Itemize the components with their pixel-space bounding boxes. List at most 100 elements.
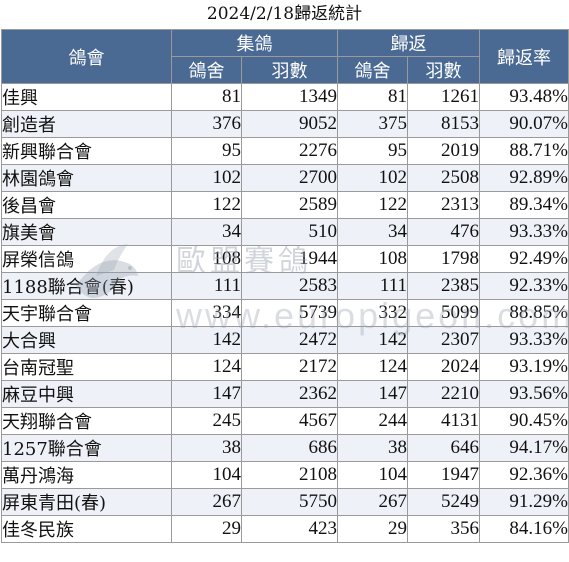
collected-lofts-cell: 142 xyxy=(171,326,242,354)
returned-birds-cell: 5099 xyxy=(407,299,480,327)
returned-lofts-cell: 95 xyxy=(337,137,408,165)
table-row: 台南冠聖 124 2172 124 2024 93.19% xyxy=(1,353,569,381)
collected-birds-cell: 2276 xyxy=(241,137,338,165)
collected-lofts-cell: 104 xyxy=(171,461,242,489)
returned-lofts-cell: 375 xyxy=(337,110,408,138)
collected-lofts-cell: 147 xyxy=(171,380,242,408)
club-name-cell: 天翔聯合會 xyxy=(1,407,172,435)
table-row: 麻豆中興 147 2362 147 2210 93.56% xyxy=(1,380,569,408)
returned-lofts-cell: 124 xyxy=(337,353,408,381)
return-rate-cell: 84.16% xyxy=(479,515,569,543)
collected-lofts-cell: 376 xyxy=(171,110,242,138)
returned-birds-cell: 356 xyxy=(407,515,480,543)
returned-lofts-cell: 332 xyxy=(337,299,408,327)
table-row: 天宇聯合會 334 5739 332 5099 88.85% xyxy=(1,299,569,327)
table-row: 萬丹鴻海 104 2108 104 1947 92.36% xyxy=(1,461,569,489)
return-rate-cell: 92.33% xyxy=(479,272,569,300)
club-name-cell: 萬丹鴻海 xyxy=(1,461,172,489)
returned-birds-cell: 2313 xyxy=(407,191,480,219)
club-name-cell: 佳冬民族 xyxy=(1,515,172,543)
returned-birds-cell: 8153 xyxy=(407,110,480,138)
return-rate-cell: 93.33% xyxy=(479,218,569,246)
club-name-cell: 1188聯合會(春) xyxy=(1,272,172,300)
header-returned: 歸返 xyxy=(337,29,480,57)
table-row: 佳興 81 1349 81 1261 93.48% xyxy=(1,83,569,111)
table-row: 大合興 142 2472 142 2307 93.33% xyxy=(1,326,569,354)
returned-birds-cell: 2210 xyxy=(407,380,480,408)
collected-lofts-cell: 111 xyxy=(171,272,242,300)
collected-lofts-cell: 81 xyxy=(171,83,242,111)
club-name-cell: 大合興 xyxy=(1,326,172,354)
table-row: 天翔聯合會 245 4567 244 4131 90.45% xyxy=(1,407,569,435)
table-row: 創造者 376 9052 375 8153 90.07% xyxy=(1,110,569,138)
club-name-cell: 後昌會 xyxy=(1,191,172,219)
club-name-cell: 屏東青田(春) xyxy=(1,488,172,516)
returned-lofts-cell: 111 xyxy=(337,272,408,300)
collected-lofts-cell: 38 xyxy=(171,434,242,462)
table-row: 屏榮信鴿 108 1944 108 1798 92.49% xyxy=(1,245,569,273)
return-rate-cell: 92.36% xyxy=(479,461,569,489)
returned-lofts-cell: 244 xyxy=(337,407,408,435)
returned-lofts-cell: 267 xyxy=(337,488,408,516)
returned-lofts-cell: 34 xyxy=(337,218,408,246)
returned-lofts-cell: 104 xyxy=(337,461,408,489)
collected-birds-cell: 423 xyxy=(241,515,338,543)
collected-birds-cell: 686 xyxy=(241,434,338,462)
returned-lofts-cell: 122 xyxy=(337,191,408,219)
returned-birds-cell: 646 xyxy=(407,434,480,462)
return-rate-cell: 91.29% xyxy=(479,488,569,516)
header-returned-lofts: 鴿舍 xyxy=(337,56,408,84)
collected-birds-cell: 2172 xyxy=(241,353,338,381)
club-name-cell: 旗美會 xyxy=(1,218,172,246)
table-row: 新興聯合會 95 2276 95 2019 88.71% xyxy=(1,137,569,165)
collected-birds-cell: 5750 xyxy=(241,488,338,516)
table-body: 佳興 81 1349 81 1261 93.48% 創造者 376 9052 375 8153 90.… xyxy=(1,83,569,543)
table-row: 旗美會 34 510 34 476 93.33% xyxy=(1,218,569,246)
return-rate-cell: 88.71% xyxy=(479,137,569,165)
return-rate-cell: 90.07% xyxy=(479,110,569,138)
collected-lofts-cell: 267 xyxy=(171,488,242,516)
return-rate-cell: 92.89% xyxy=(479,164,569,192)
collected-lofts-cell: 29 xyxy=(171,515,242,543)
returned-birds-cell: 1261 xyxy=(407,83,480,111)
collected-birds-cell: 2589 xyxy=(241,191,338,219)
table-row: 後昌會 122 2589 122 2313 89.34% xyxy=(1,191,569,219)
returned-birds-cell: 2024 xyxy=(407,353,480,381)
table-row: 屏東青田(春) 267 5750 267 5249 91.29% xyxy=(1,488,569,516)
club-name-cell: 麻豆中興 xyxy=(1,380,172,408)
header-club: 鴿會 xyxy=(1,29,172,84)
header-collected: 集鴿 xyxy=(171,29,338,57)
return-rate-cell: 90.45% xyxy=(479,407,569,435)
returned-birds-cell: 5249 xyxy=(407,488,480,516)
club-name-cell: 天宇聯合會 xyxy=(1,299,172,327)
club-name-cell: 1257聯合會 xyxy=(1,434,172,462)
collected-lofts-cell: 245 xyxy=(171,407,242,435)
return-rate-cell: 88.85% xyxy=(479,299,569,327)
returned-birds-cell: 1947 xyxy=(407,461,480,489)
page-title: 2024/2/18歸返統計 xyxy=(206,4,363,24)
header-return-rate: 歸返率 xyxy=(479,29,569,84)
returned-lofts-cell: 38 xyxy=(337,434,408,462)
club-name-cell: 屏榮信鴿 xyxy=(1,245,172,273)
collected-birds-cell: 9052 xyxy=(241,110,338,138)
collected-birds-cell: 1944 xyxy=(241,245,338,273)
collected-birds-cell: 2700 xyxy=(241,164,338,192)
club-name-cell: 創造者 xyxy=(1,110,172,138)
collected-lofts-cell: 34 xyxy=(171,218,242,246)
return-rate-cell: 92.49% xyxy=(479,245,569,273)
return-rate-cell: 94.17% xyxy=(479,434,569,462)
collected-birds-cell: 5739 xyxy=(241,299,338,327)
returned-lofts-cell: 102 xyxy=(337,164,408,192)
returned-lofts-cell: 147 xyxy=(337,380,408,408)
collected-birds-cell: 2472 xyxy=(241,326,338,354)
returned-birds-cell: 2508 xyxy=(407,164,480,192)
header-collected-lofts: 鴿舍 xyxy=(171,56,242,84)
return-stats-table: 鴿會 集鴿 歸返 歸返率 鴿舍 羽數 鴿舍 羽數 佳興 81 1349 81 1261 9… xyxy=(1,29,569,543)
returned-birds-cell: 1798 xyxy=(407,245,480,273)
table-row: 1188聯合會(春) 111 2583 111 2385 92.33% xyxy=(1,272,569,300)
returned-lofts-cell: 108 xyxy=(337,245,408,273)
club-name-cell: 林園鴿會 xyxy=(1,164,172,192)
return-rate-cell: 93.19% xyxy=(479,353,569,381)
collected-lofts-cell: 124 xyxy=(171,353,242,381)
returned-lofts-cell: 142 xyxy=(337,326,408,354)
